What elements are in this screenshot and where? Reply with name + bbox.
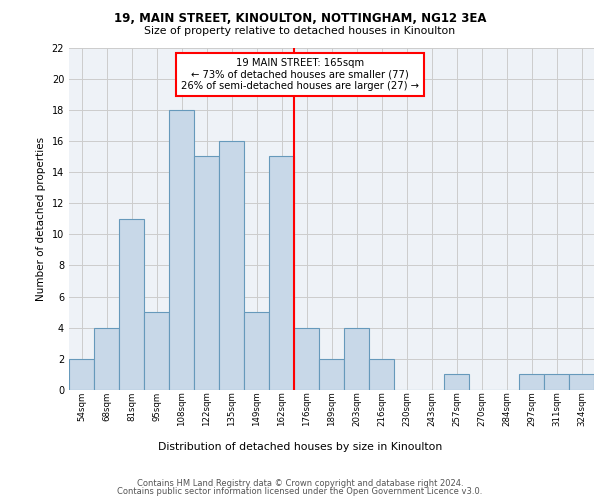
Bar	[569, 374, 594, 390]
Bar	[94, 328, 119, 390]
Bar	[519, 374, 544, 390]
Bar	[369, 359, 394, 390]
Text: Contains public sector information licensed under the Open Government Licence v3: Contains public sector information licen…	[118, 487, 482, 496]
Text: Distribution of detached houses by size in Kinoulton: Distribution of detached houses by size …	[158, 442, 442, 452]
Bar	[294, 328, 319, 390]
Bar	[69, 359, 94, 390]
Text: Size of property relative to detached houses in Kinoulton: Size of property relative to detached ho…	[145, 26, 455, 36]
Bar	[344, 328, 369, 390]
Bar	[119, 219, 144, 390]
Bar	[544, 374, 569, 390]
Bar	[269, 156, 294, 390]
Bar	[244, 312, 269, 390]
Text: 19 MAIN STREET: 165sqm
← 73% of detached houses are smaller (77)
26% of semi-det: 19 MAIN STREET: 165sqm ← 73% of detached…	[181, 58, 419, 91]
Bar	[319, 359, 344, 390]
Text: Contains HM Land Registry data © Crown copyright and database right 2024.: Contains HM Land Registry data © Crown c…	[137, 478, 463, 488]
Bar	[444, 374, 469, 390]
Text: 19, MAIN STREET, KINOULTON, NOTTINGHAM, NG12 3EA: 19, MAIN STREET, KINOULTON, NOTTINGHAM, …	[114, 12, 486, 26]
Bar	[194, 156, 219, 390]
Y-axis label: Number of detached properties: Number of detached properties	[36, 136, 46, 301]
Bar	[219, 141, 244, 390]
Bar	[169, 110, 194, 390]
Bar	[144, 312, 169, 390]
